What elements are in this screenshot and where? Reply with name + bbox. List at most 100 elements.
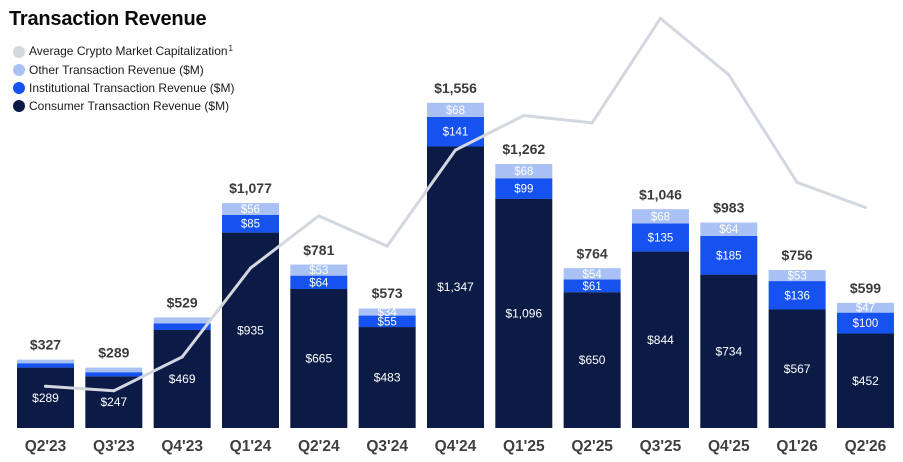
segment-label-institutional: $99 [514,184,533,196]
total-label: $573 [372,285,403,301]
line-point [727,73,731,77]
line-point [795,180,799,184]
x-tick-label: Q2'24 [298,438,340,455]
bar-segment-institutional [153,323,211,330]
segment-label-institutional: $85 [241,219,260,231]
bar-segment-institutional [768,281,826,310]
crypto-market-cap-series [44,16,867,393]
bar-segment-institutional [495,178,553,199]
total-label: $1,077 [229,180,272,196]
bar-segment-other [836,302,894,313]
segment-label-other: $64 [719,224,739,236]
bar-segment-other [495,164,553,179]
x-tick-label: Q2'25 [571,438,613,455]
legend-circle-icon [13,64,25,76]
legend-circle-icon [13,46,25,58]
bar-segment-consumer [290,289,348,428]
segment-label-consumer: $1,347 [437,280,474,294]
bar-segment-other [153,317,211,324]
bar-segment-institutional [290,275,348,290]
line-point [317,214,321,218]
bar-segment-consumer [631,251,689,428]
line-point [180,355,184,359]
bar-segment-institutional [700,235,758,275]
bar-segment-consumer [700,274,758,428]
x-tick-label: Q3'24 [366,438,408,455]
bar-segment-institutional [836,312,894,334]
chart-title: Transaction Revenue [9,8,207,30]
legend-item-other-revenue: Other Transaction Revenue ($M) [13,61,234,79]
total-label: $289 [98,345,129,361]
line-point [248,266,252,270]
bar-segment-institutional [221,214,279,233]
bar-segment-consumer [358,327,416,428]
x-tick-label: Q1'24 [230,438,272,455]
total-label: $983 [713,200,744,216]
bar-segment-institutional [17,363,74,368]
segment-label-other: $68 [514,166,533,178]
legend-circle-icon [13,82,25,94]
segment-label-other: $34 [378,307,398,319]
legend-item-institutional-revenue: Institutional Transaction Revenue ($M) [13,79,234,97]
x-tick-label: Q3'23 [93,438,135,455]
legend-label-other-revenue: Other Transaction Revenue ($M) [29,63,204,77]
segment-label-other: $53 [309,265,328,277]
segment-label-institutional: $61 [583,281,602,293]
bar-segment-consumer [768,309,826,428]
bar-segment-other [17,359,74,364]
legend-item-crypto-market-cap: Average Crypto Market Capitalization1 [13,43,234,61]
bar-segment-consumer [221,232,279,428]
bar-segment-other [85,367,143,373]
x-tick-label: Q1'26 [776,438,818,455]
segment-label-other: $56 [241,204,260,216]
segment-label-consumer: $247 [100,395,127,409]
bar-segment-institutional [563,279,621,293]
line-point [112,389,116,393]
bar-segment-consumer [17,367,74,428]
x-tick-label: Q4'25 [708,438,750,455]
total-label: $764 [577,245,608,261]
segment-label-consumer: $935 [237,323,264,337]
bar-segment-consumer [495,198,553,428]
segment-label-institutional: $135 [648,233,674,245]
legend-label-institutional-revenue: Institutional Transaction Revenue ($M) [29,81,235,95]
line-point [590,121,594,125]
chart-labels: $289 $327 Q2'23 $247 $289 Q3'23 $469 $529 Q4'23 $… [25,80,887,455]
segment-label-institutional: $64 [309,277,329,289]
line-point [44,384,47,388]
segment-label-consumer: $734 [715,344,742,358]
total-label: $1,046 [639,186,682,202]
line-point [522,114,526,118]
bar-segment-other [768,270,826,282]
bar-segment-other [290,264,348,276]
bar-segment-other [426,102,484,118]
bar-stacks [17,102,894,429]
segment-label-institutional: $136 [784,290,810,302]
footnote-mark: 1 [228,44,233,53]
segment-label-other: $47 [856,303,875,315]
segment-label-other: $68 [446,105,465,117]
line-point [385,244,389,248]
x-tick-label: Q4'23 [161,438,203,455]
total-label: $756 [782,247,813,263]
x-tick-label: Q2'26 [845,438,887,455]
bar-segment-other [631,209,689,224]
segment-label-consumer: $483 [374,371,401,385]
segment-label-institutional: $100 [853,318,879,330]
segment-label-institutional: $185 [716,250,742,262]
segment-label-consumer: $650 [579,353,606,367]
total-label: $1,262 [502,141,545,157]
total-label: $529 [167,294,198,310]
x-tick-label: Q1'25 [503,438,545,455]
segment-label-consumer: $567 [784,362,811,376]
segment-label-consumer: $452 [852,374,879,388]
bar-segment-other [358,308,416,316]
line-point [863,206,867,209]
legend-label-consumer-revenue: Consumer Transaction Revenue ($M) [29,99,230,113]
bar-segment-consumer [426,146,484,429]
bar-segment-other [700,222,758,236]
segment-label-other: $53 [788,271,807,283]
legend-item-consumer-revenue: Consumer Transaction Revenue ($M) [13,97,234,115]
legend-circle-icon [13,100,25,112]
